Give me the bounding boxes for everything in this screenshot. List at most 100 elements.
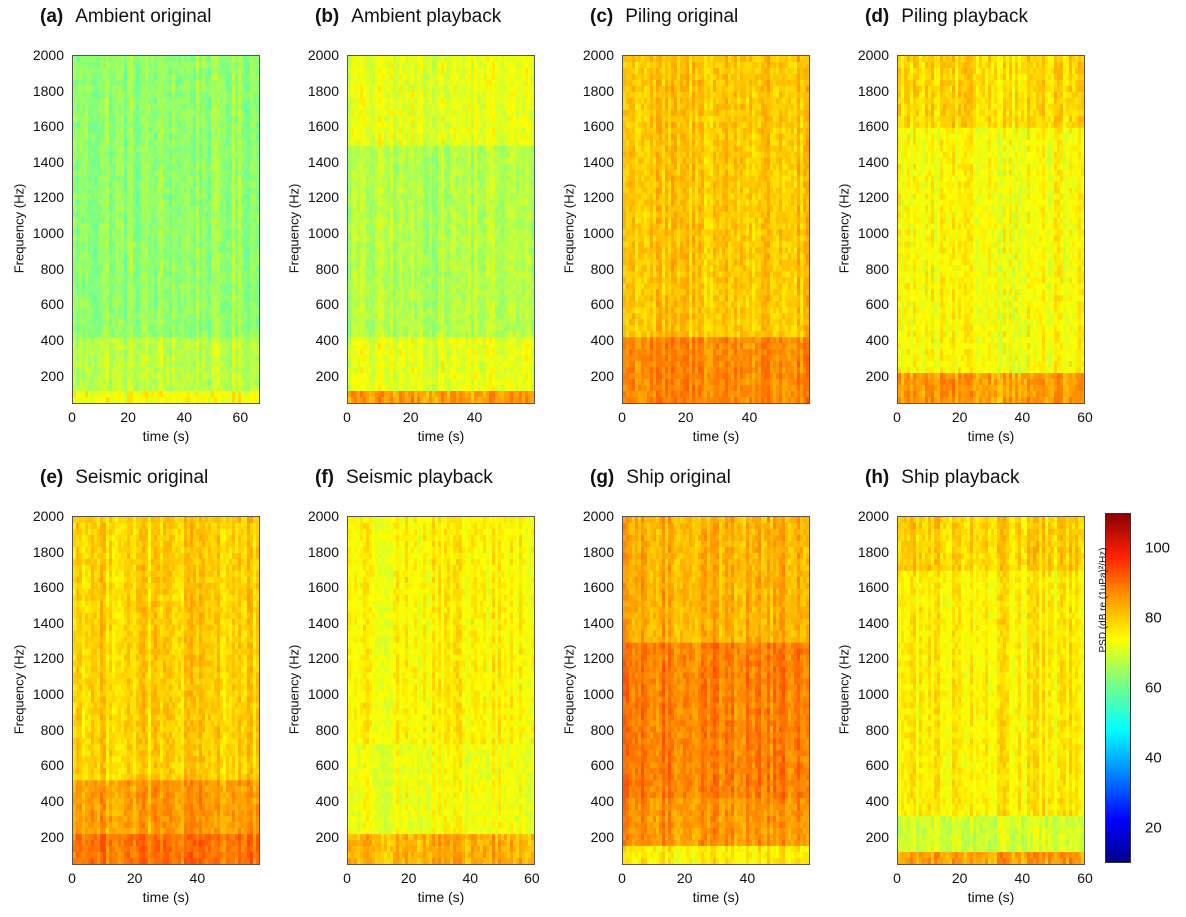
psd-cell [402,128,405,134]
psd-cell [160,146,163,152]
psd-cell [351,56,354,62]
psd-cell [199,247,202,253]
psd-cell [220,200,223,206]
psd-cell [480,68,483,74]
psd-cell [360,92,363,98]
psd-cell [402,98,405,104]
psd-cell [253,277,256,283]
psd-cell [100,92,103,98]
psd-cell [223,313,226,319]
psd-cell [199,325,202,331]
psd-cell [438,116,441,122]
psd-cell [118,218,121,224]
psd-cell [178,194,181,200]
psd-cell [226,313,229,319]
psd-cell [148,367,151,373]
psd-cell [256,152,259,158]
psd-cell [106,230,109,236]
psd-cell [76,188,79,194]
psd-cell [190,385,193,391]
psd-cell [468,92,471,98]
psd-cell [438,140,441,146]
psd-cell [148,74,151,80]
psd-cell [178,86,181,92]
psd-cell [115,391,118,397]
psd-cell [82,235,85,241]
psd-cell [106,218,109,224]
psd-cell [205,218,208,224]
psd-cell [97,295,100,301]
psd-cell [154,158,157,164]
psd-cell [169,212,172,218]
psd-cell [387,122,390,128]
psd-cell [175,385,178,391]
psd-cell [184,152,187,158]
psd-cell [199,128,202,134]
psd-cell [73,337,76,343]
psd-cell [178,337,181,343]
psd-cell [163,379,166,385]
psd-cell [384,140,387,146]
psd-cell [232,152,235,158]
psd-cell [193,194,196,200]
psd-cell [133,200,136,206]
psd-cell [124,140,127,146]
psd-cell [139,194,142,200]
psd-cell [73,367,76,373]
psd-cell [88,283,91,289]
psd-cell [235,295,238,301]
psd-cell [112,265,115,271]
psd-cell [76,373,79,379]
psd-cell [516,74,519,80]
psd-cell [109,397,112,403]
psd-cell [244,200,247,206]
psd-cell [220,247,223,253]
psd-cell [480,62,483,68]
psd-cell [244,247,247,253]
psd-cell [235,146,238,152]
psd-cell [247,164,250,170]
psd-cell [142,140,145,146]
psd-cell [480,164,483,170]
psd-cell [97,307,100,313]
psd-cell [82,212,85,218]
psd-cell [193,134,196,140]
psd-cell [354,182,357,188]
psd-cell [241,247,244,253]
psd-cell [100,247,103,253]
psd-cell [235,319,238,325]
psd-cell [145,307,148,313]
psd-cell [142,277,145,283]
psd-cell [531,182,534,188]
psd-cell [175,170,178,176]
psd-cell [214,397,217,403]
psd-cell [112,146,115,152]
psd-cell [241,385,244,391]
psd-cell [76,98,79,104]
psd-cell [456,140,459,146]
psd-cell [169,158,172,164]
psd-cell [151,68,154,74]
psd-cell [199,164,202,170]
psd-cell [241,68,244,74]
psd-cell [181,235,184,241]
psd-cell [357,140,360,146]
psd-cell [447,92,450,98]
psd-cell [250,110,253,116]
psd-cell [85,265,88,271]
psd-cell [109,104,112,110]
psd-cell [211,385,214,391]
psd-cell [109,188,112,194]
psd-cell [247,176,250,182]
psd-cell [100,271,103,277]
psd-cell [76,397,79,403]
psd-cell [202,355,205,361]
psd-cell [145,56,148,62]
psd-cell [423,170,426,176]
psd-cell [232,277,235,283]
psd-cell [211,367,214,373]
psd-cell [184,343,187,349]
psd-cell [477,146,480,152]
psd-cell [366,182,369,188]
psd-cell [256,301,259,307]
